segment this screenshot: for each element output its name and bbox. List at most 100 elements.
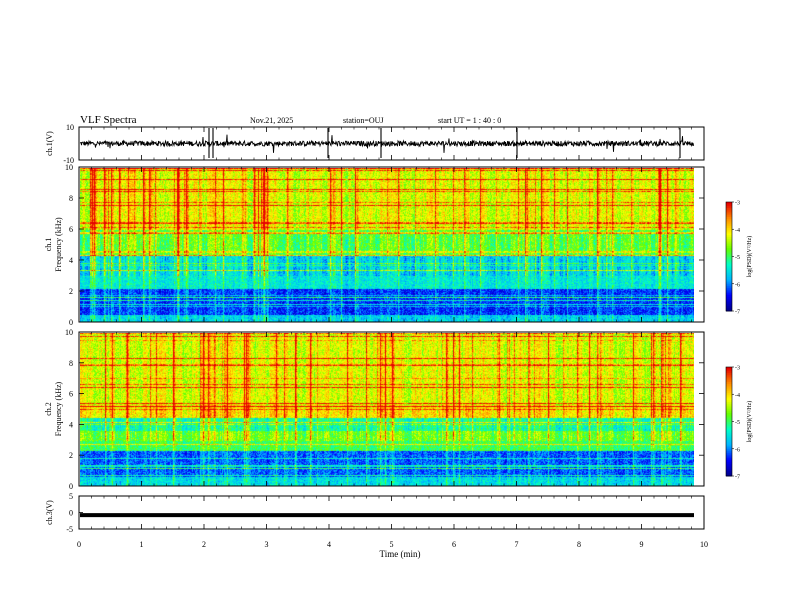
colorbar-segment — [726, 408, 732, 412]
colorbar-segment — [726, 368, 732, 372]
colorbar-segment — [726, 468, 732, 472]
colorbar-segment — [726, 303, 732, 307]
colorbar-segment — [726, 221, 732, 225]
colorbar-segment — [726, 410, 732, 413]
ch1-waveform-panel: 10 -10 ch.1(V) — [45, 123, 705, 165]
colorbar-segment — [726, 238, 732, 241]
colorbar-segment — [726, 443, 732, 446]
x-tick-label: 2 — [202, 540, 206, 549]
colorbar-segment — [726, 426, 732, 430]
colorbar-segment — [726, 386, 732, 390]
colorbar-segment — [726, 298, 732, 301]
ch2-spectrogram-ylabel: ch.2 — [44, 402, 53, 416]
colorbar-segment — [726, 459, 732, 462]
colorbar-segment — [726, 234, 732, 238]
x-tick-label: 10 — [700, 540, 708, 549]
colorbar-segment — [726, 399, 732, 403]
colorbar-tick-label: -3 — [735, 201, 740, 207]
ch1-ytick-label: -10 — [63, 156, 74, 165]
colorbar-segment — [726, 229, 732, 232]
colorbar-segment — [726, 252, 732, 256]
colorbar-segment — [726, 274, 732, 277]
colorbar-segment — [726, 263, 732, 267]
colorbar-segment — [726, 291, 732, 294]
colorbar-segment — [726, 436, 732, 439]
colorbar-segment — [726, 434, 732, 437]
colorbar-segment — [726, 260, 732, 263]
colorbar-segment — [726, 446, 732, 450]
colorbar-tick-label: -6 — [735, 447, 740, 453]
colorbar-segment — [726, 287, 732, 290]
x-tick-label: 8 — [577, 540, 581, 549]
ch2-spectrogram-ytick-label: 2 — [69, 451, 73, 460]
colorbar-segment — [726, 272, 732, 276]
colorbar-label: log(PSD)(V²/Hz) — [746, 236, 753, 277]
colorbar-segment — [726, 218, 732, 221]
colorbar-segment — [726, 296, 732, 299]
colorbar-segment — [726, 216, 732, 219]
ch1-spectrogram-ytick-label: 2 — [69, 287, 73, 296]
colorbar-segment — [726, 412, 732, 415]
colorbar-segment — [726, 251, 732, 254]
colorbar-segment — [726, 374, 732, 377]
ch1-spectrogram-ylabel-freq: Frequency (kHz) — [54, 217, 63, 272]
colorbar-segment — [726, 405, 732, 408]
colorbar-tick-label: -7 — [735, 475, 740, 481]
colorbar-segment — [726, 207, 732, 210]
colorbar-segment — [726, 309, 732, 312]
colorbar-segment — [726, 437, 732, 441]
colorbar-segment — [726, 456, 732, 459]
colorbar-segment — [726, 417, 732, 421]
ch1-spectrogram-ytick-label: 10 — [65, 163, 73, 172]
x-tick-label: 1 — [140, 540, 144, 549]
colorbar-segment — [726, 254, 732, 257]
figure-title: VLF Spectra — [80, 114, 137, 126]
colorbar-segment — [726, 281, 732, 285]
ch3-ytick-label: -5 — [66, 525, 73, 534]
ch3-ytick-label: 0 — [69, 509, 73, 518]
colorbar-segment — [726, 448, 732, 452]
colorbar-segment — [726, 220, 732, 223]
colorbar-segment — [726, 203, 732, 207]
colorbar-segment — [726, 432, 732, 435]
colorbar-segment — [726, 452, 732, 455]
colorbar-segment — [726, 227, 732, 230]
ch1-spectrogram-panel: 0 2 4 6 8 10 ch.1 Frequency (kHz) — [44, 163, 705, 327]
ch1-spectrogram-image — [80, 168, 694, 322]
colorbar-segment — [726, 397, 732, 401]
start-time-label: start UT = 1 : 40 : 0 — [438, 116, 501, 125]
colorbar-segment — [726, 289, 732, 292]
colorbar-segment — [726, 271, 732, 274]
colorbar-segment — [726, 441, 732, 444]
colorbar-segment — [726, 280, 732, 283]
colorbar-segment — [726, 376, 732, 379]
colorbar-segment — [726, 401, 732, 404]
colorbar-segment — [726, 278, 732, 281]
colorbar-segment — [726, 457, 732, 461]
colorbar-segment — [726, 421, 732, 424]
colorbar-segment — [726, 396, 732, 399]
x-tick-label: 5 — [390, 540, 394, 549]
colorbar-segment — [726, 256, 732, 259]
colorbar-segment — [726, 461, 732, 464]
colorbar-segment — [726, 241, 732, 245]
colorbar-segment — [726, 240, 732, 243]
ch2-spectrogram-ytick-label: 4 — [69, 420, 73, 429]
colorbar-segment — [726, 470, 732, 473]
colorbar-segment — [726, 466, 732, 470]
colorbar-segment — [726, 416, 732, 419]
colorbar-segment — [726, 214, 732, 218]
colorbar-segment — [726, 370, 732, 373]
time-axis: 0 1 2 3 4 5 6 7 8 9 10 — [77, 540, 708, 549]
colorbar-tick-label: -7 — [735, 310, 740, 316]
ch2-spectrogram-ytick-label: 6 — [69, 390, 73, 399]
colorbar-segment — [726, 474, 732, 477]
x-tick-label: 3 — [265, 540, 269, 549]
ch1-spectrogram-ytick-label: 8 — [69, 194, 73, 203]
colorbar-segment — [726, 372, 732, 375]
ch1-waveform-line — [79, 134, 695, 153]
colorbar-segment — [726, 261, 732, 265]
colorbar-segment — [726, 406, 732, 410]
colorbar-segment — [726, 265, 732, 268]
